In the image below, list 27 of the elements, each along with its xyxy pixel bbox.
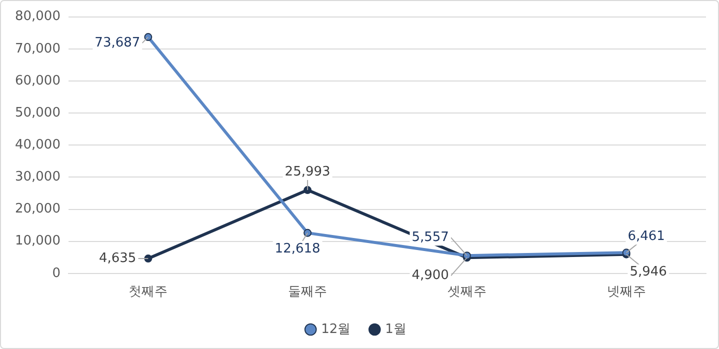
point [304,228,312,237]
x-tick-label: 넷째주 [606,284,646,300]
y-tick-label: 40,000 [14,137,60,152]
data-label: 5,557 [412,230,449,245]
y-tick-label: 50,000 [14,105,60,120]
legend-label: 1월 [385,322,406,337]
y-tick-label: 20,000 [14,202,60,217]
x-tick-label: 첫째주 [128,284,168,300]
y-tick-label: 30,000 [14,170,60,185]
data-label: 5,946 [630,264,667,280]
legend-label: 12월 [321,322,351,337]
data-label: 25,993 [284,164,330,180]
y-tick-label: 60,000 [14,73,60,88]
y-tick-label: 80,000 [14,9,60,24]
x-tick-label: 둘째주 [288,284,328,300]
data-label: 4,900 [412,268,449,284]
data-label: 4,635 [98,250,136,266]
point [144,33,152,42]
data-label: 73,687 [94,35,140,50]
data-label: 12,618 [274,241,320,256]
y-tick-label: 0 [52,266,60,281]
x-tick-label: 셋째주 [447,284,486,300]
y-tick-label: 10,000 [14,234,60,249]
y-tick-label: 70,000 [14,41,60,56]
data-label: 6,461 [628,229,665,244]
point [144,254,152,263]
point [304,186,312,194]
